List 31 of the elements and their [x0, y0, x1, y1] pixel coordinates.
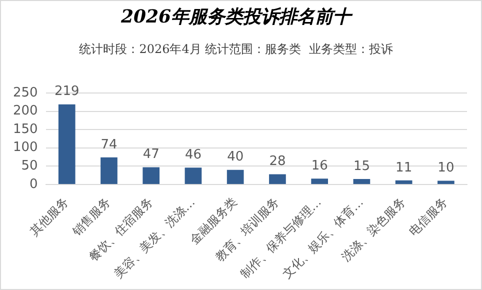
- y-tick-label: 250: [12, 85, 38, 100]
- x-tick-label: 销售服务: [68, 194, 114, 240]
- bar: [184, 168, 202, 184]
- x-tick-label: 其他服务: [27, 194, 72, 239]
- bar: [395, 180, 412, 184]
- y-tick-label: 0: [30, 176, 38, 192]
- data-label: 47: [142, 147, 160, 162]
- data-label: 46: [184, 148, 202, 162]
- bar: [100, 157, 118, 184]
- data-label: 16: [311, 158, 328, 174]
- data-label: 40: [227, 150, 244, 165]
- y-tick-label: 50: [21, 158, 38, 174]
- data-label: 28: [269, 154, 286, 170]
- y-tick-label: 100: [12, 140, 38, 156]
- chart-title: 2026年服务类投诉排名前十: [120, 6, 354, 28]
- data-label: 10: [438, 160, 454, 176]
- bar: [311, 178, 328, 184]
- bar: [226, 170, 244, 184]
- data-label: 219: [54, 84, 80, 100]
- y-tick-label: 200: [12, 104, 38, 119]
- y-tick-label: 150: [12, 122, 38, 137]
- bar: [269, 174, 286, 184]
- chart-subtitle: 统计时段：2026年4月 统计范围：服务类 业务类型：投诉: [79, 42, 393, 56]
- data-label: 11: [396, 160, 412, 176]
- data-label: 15: [353, 158, 370, 174]
- bar: [142, 167, 160, 184]
- data-label: 74: [100, 137, 118, 152]
- bar: [353, 178, 370, 184]
- bar: [438, 180, 454, 184]
- bar: [58, 104, 76, 184]
- x-tick-label: 电信服务: [406, 194, 450, 239]
